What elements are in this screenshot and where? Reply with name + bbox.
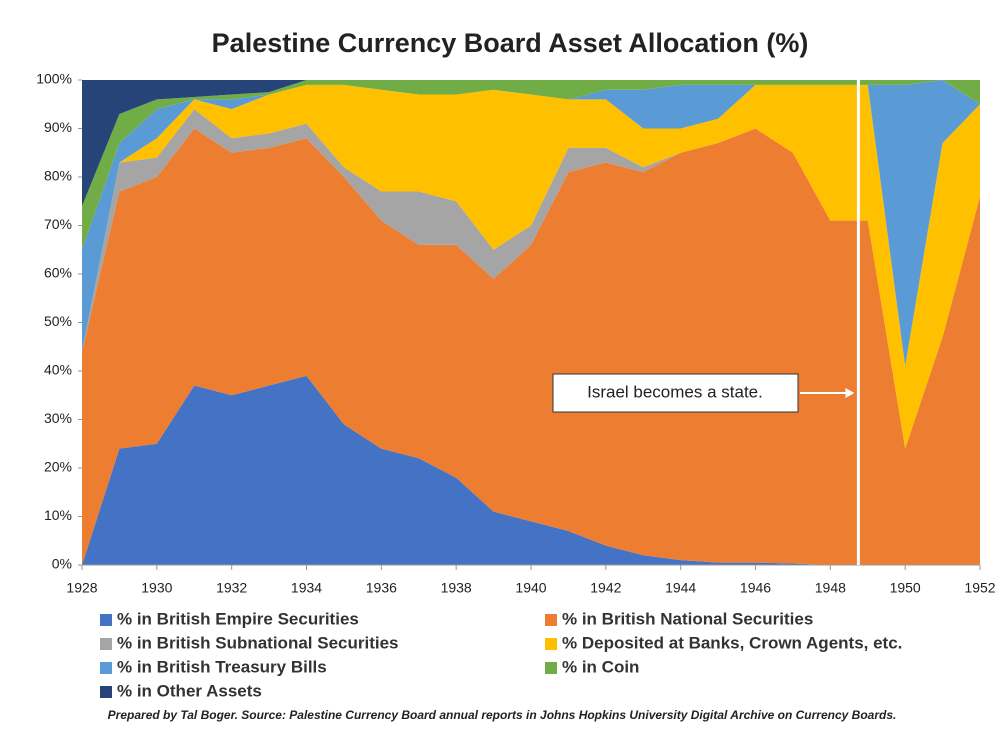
y-tick-label: 30% [44,410,72,426]
area [82,80,980,367]
x-tick-label: 1936 [366,580,397,596]
legend-label: % Deposited at Banks, Crown Agents, etc. [562,633,902,652]
legend-swatch [100,662,112,674]
y-tick-label: 20% [44,459,72,475]
chart-title: Palestine Currency Board Asset Allocatio… [212,28,809,58]
y-tick-label: 50% [44,313,72,329]
x-tick-label: 1952 [964,580,995,596]
y-tick-label: 10% [44,507,72,523]
x-tick-label: 1944 [665,580,696,596]
y-tick-label: 0% [52,556,72,572]
x-tick-label: 1932 [216,580,247,596]
x-tick-label: 1930 [141,580,172,596]
source-note: Prepared by Tal Boger. Source: Palestine… [108,708,897,722]
x-tick-label: 1928 [66,580,97,596]
legend-swatch [545,638,557,650]
y-tick-label: 70% [44,216,72,232]
arrow-head [845,388,855,398]
legend-label: % in British Treasury Bills [117,657,327,676]
x-tick-label: 1940 [515,580,546,596]
legend-label: % in British Empire Securities [117,609,359,628]
x-tick-label: 1950 [890,580,921,596]
area [82,109,980,449]
legend-label: % in Other Assets [117,681,262,700]
area [82,375,980,565]
x-tick-label: 1942 [590,580,621,596]
area [82,84,980,449]
legend-swatch [100,614,112,626]
y-tick-label: 40% [44,362,72,378]
y-tick-label: 100% [36,71,72,87]
legend-swatch [545,662,557,674]
x-tick-label: 1946 [740,580,771,596]
y-tick-label: 60% [44,265,72,281]
legend-label: % in British Subnational Securities [117,633,399,652]
x-tick-label: 1934 [291,580,322,596]
x-tick-label: 1948 [815,580,846,596]
legend-swatch [100,638,112,650]
legend-swatch [545,614,557,626]
legend-label: % in Coin [562,657,639,676]
annotation-box [552,373,799,413]
x-tick-label: 1938 [441,580,472,596]
legend-swatch [100,686,112,698]
annotation-text: Israel becomes a state. [587,382,763,401]
area [82,128,980,565]
y-tick-label: 90% [44,119,72,135]
y-tick-label: 80% [44,168,72,184]
legend-label: % in British National Securities [562,609,813,628]
area [82,80,980,207]
